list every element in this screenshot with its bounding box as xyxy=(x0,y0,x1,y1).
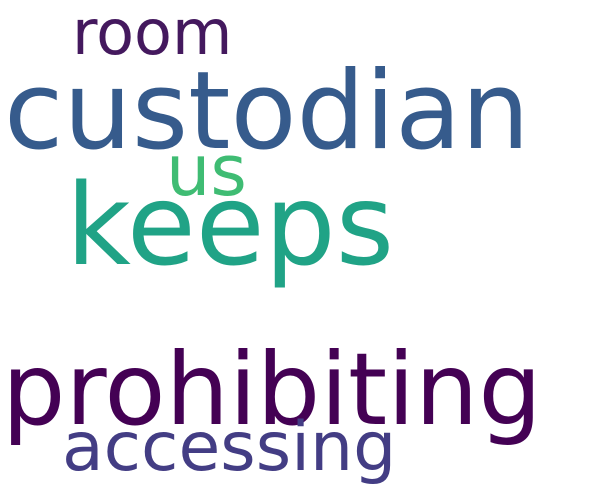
word-prohibiting: prohibiting xyxy=(2,331,542,448)
word-keeps: keeps xyxy=(66,161,395,291)
word-custodian: custodian xyxy=(4,49,530,174)
word-us: us xyxy=(166,130,247,212)
word-accessing: accessing xyxy=(62,408,397,487)
word-room: room xyxy=(72,0,233,69)
